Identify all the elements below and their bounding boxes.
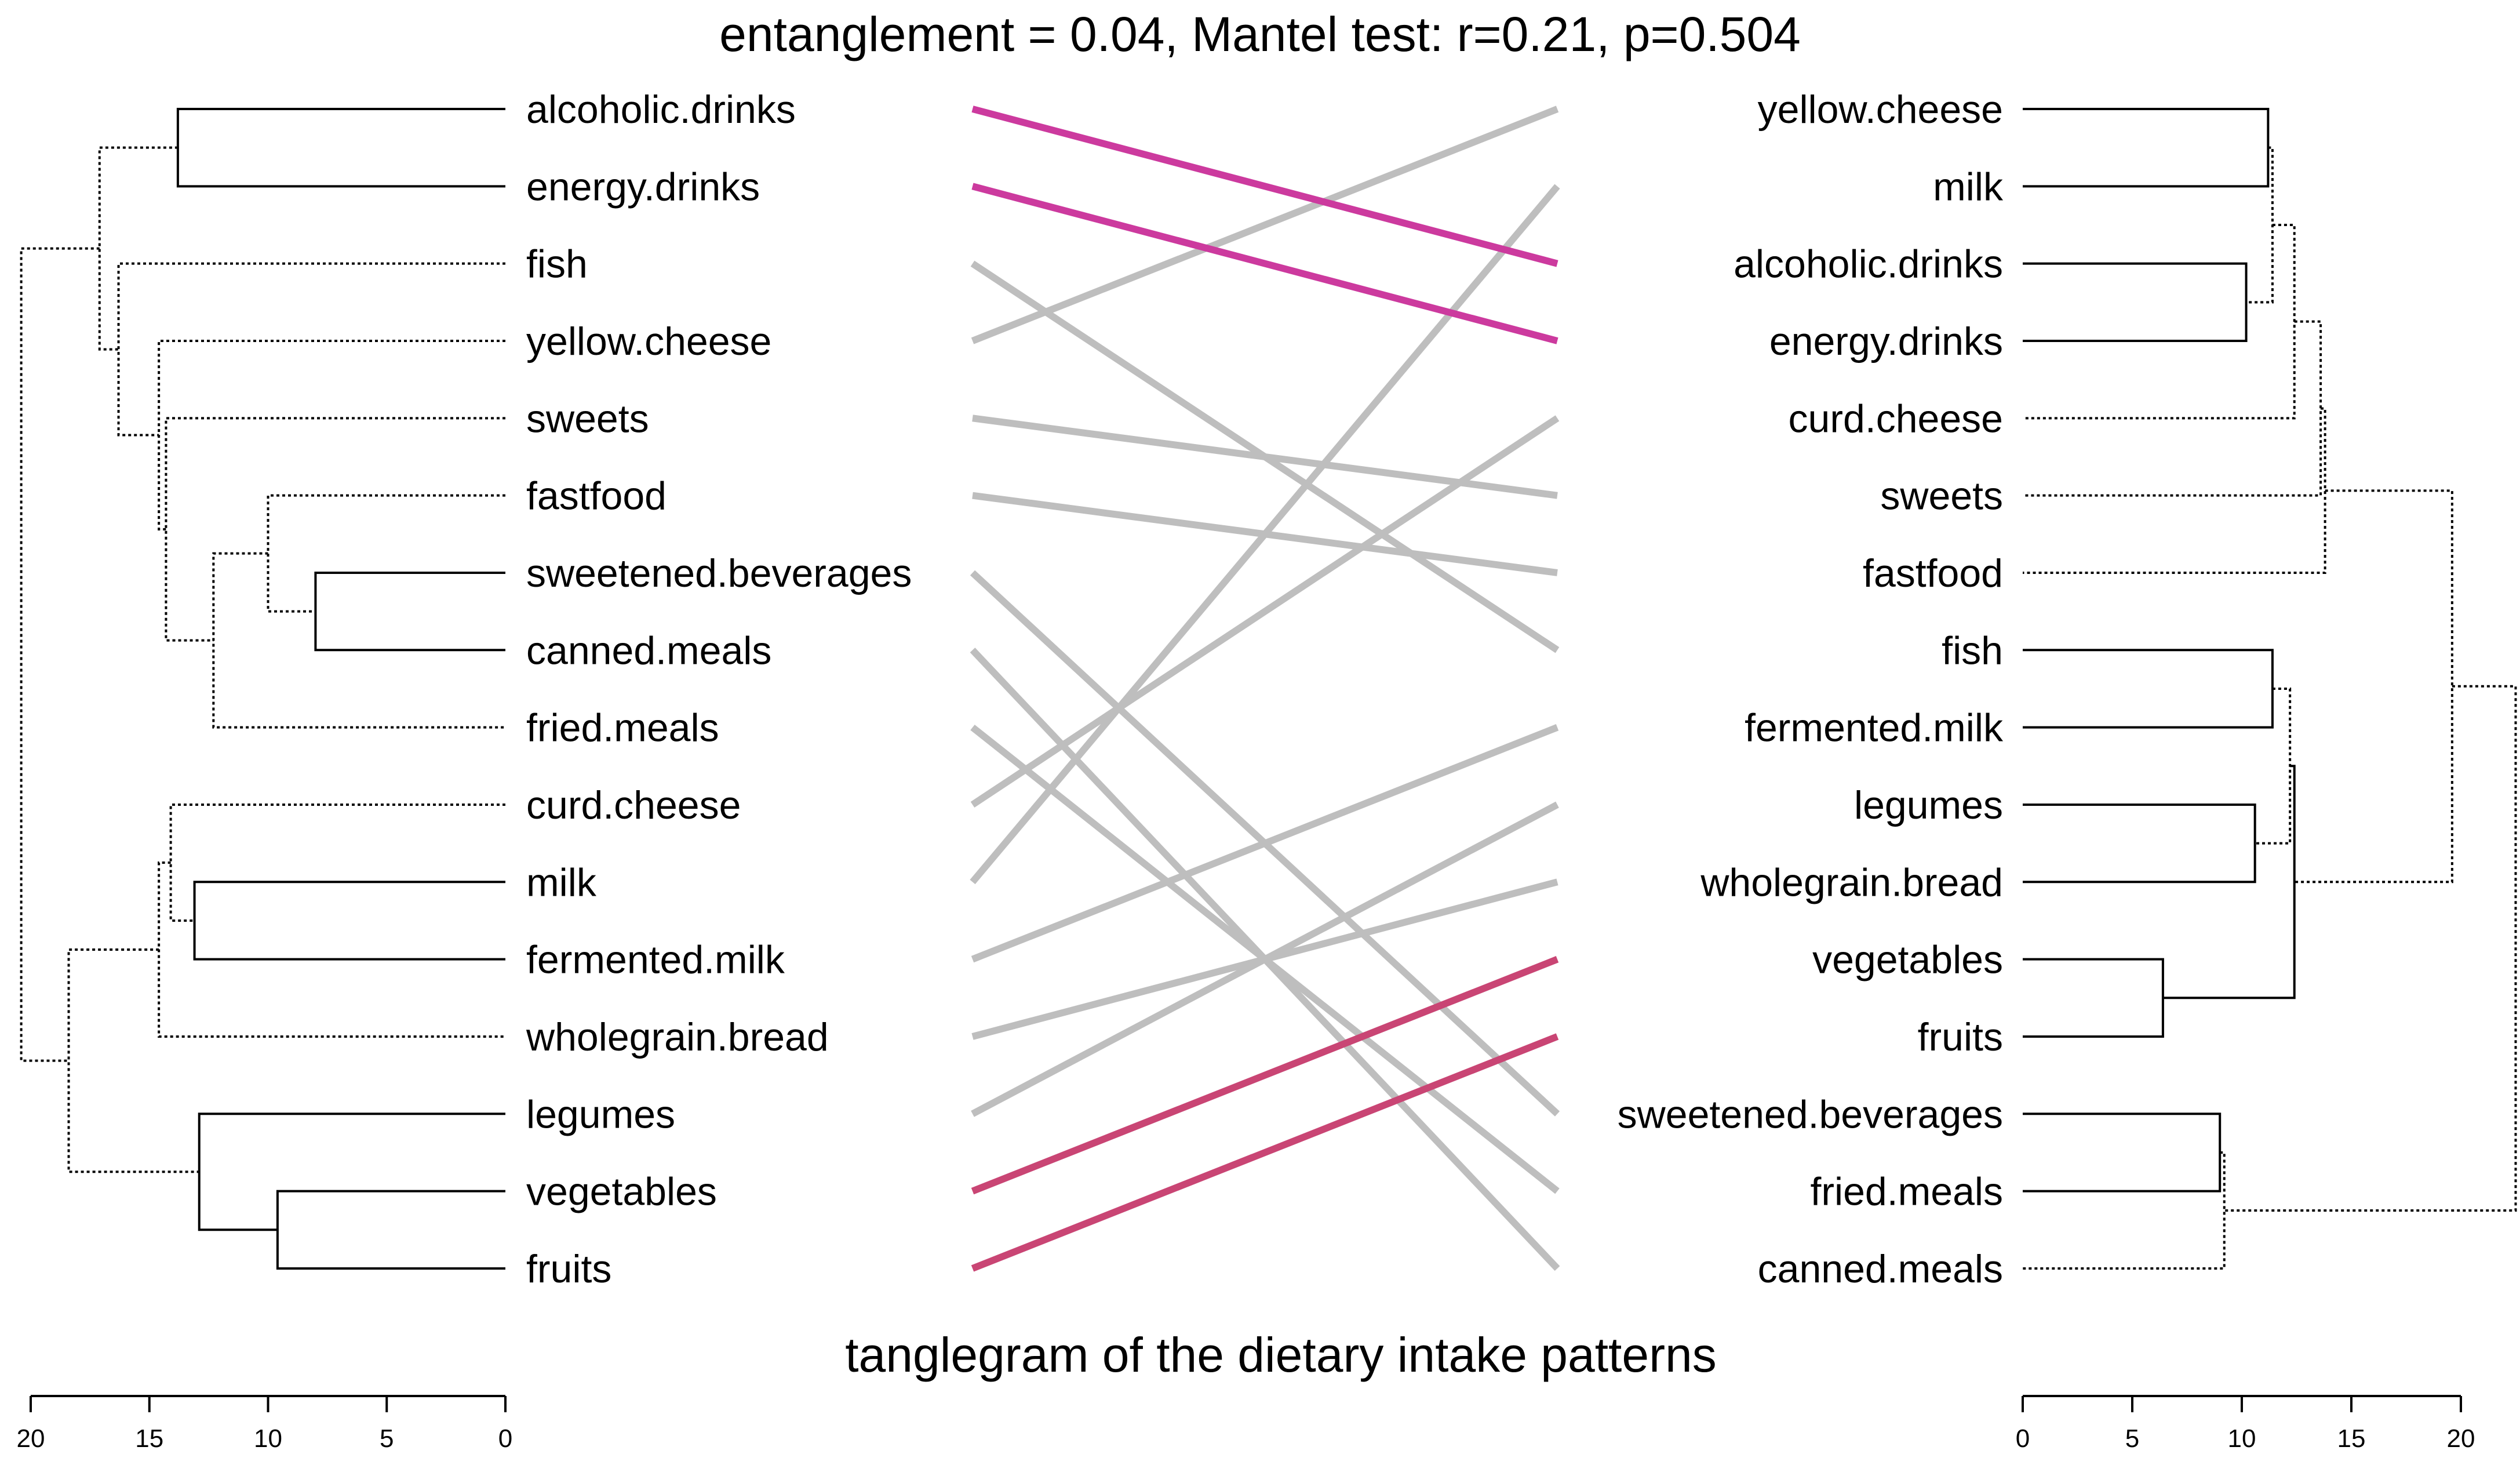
right-leaf-labels: yellow.cheese milk alcoholic.drinks energy.… [1618, 88, 2004, 1291]
left-label-wholegrain-bread: wholegrain.bread [526, 1015, 829, 1059]
right-label-fermented-milk: fermented.milk [1745, 706, 2004, 750]
right-label-fried-meals: fried.meals [1810, 1170, 2003, 1214]
left-label-alcoholic-drinks: alcoholic.drinks [526, 88, 796, 132]
left-leaf-labels: alcoholic.drinks energy.drinks fish yellow.… [526, 88, 912, 1291]
left-label-canned-meals: canned.meals [526, 628, 771, 672]
connection-milk [970, 184, 1560, 885]
right-label-milk: milk [1933, 165, 2004, 209]
left-axis-tick-label-0: 0 [498, 1424, 512, 1453]
connection-curd-cheese [970, 415, 1560, 808]
right-axis-tick-label-20: 20 [2447, 1424, 2475, 1453]
right-label-energy-drinks: energy.drinks [1769, 319, 2003, 363]
right-label-fastfood: fastfood [1863, 551, 2003, 595]
right-axis-tick-label-10: 10 [2228, 1424, 2256, 1453]
connection-fermented-milk [971, 724, 1559, 963]
right-label-fruits: fruits [1918, 1015, 2003, 1059]
right-label-yellow-cheese: yellow.cheese [1758, 88, 2003, 132]
left-merge-13 [67, 948, 199, 1173]
right-axis-tick-label-15: 15 [2337, 1424, 2366, 1453]
connection-fruits [971, 1033, 1559, 1272]
right-label-sweetened-beverages: sweetened.beverages [1618, 1092, 2003, 1136]
left-axis-tick-label-5: 5 [380, 1424, 394, 1453]
left-label-fruits: fruits [526, 1247, 611, 1291]
left-label-yellow-cheese: yellow.cheese [526, 319, 771, 363]
right-label-sweets: sweets [1880, 474, 2003, 518]
connection-yellow-cheese [971, 106, 1559, 344]
left-merge-8 [193, 881, 505, 961]
right-label-wholegrain-bread: wholegrain.bread [1700, 860, 2003, 904]
right-height-axis: 0 5 10 15 20 [2016, 1395, 2475, 1453]
right-label-fish: fish [1942, 628, 2003, 672]
chart-subtitle: tanglegram of the dietary intake pattern… [845, 1328, 1717, 1382]
left-dendrogram [20, 108, 505, 1270]
left-label-sweets: sweets [526, 397, 649, 441]
left-label-fastfood: fastfood [526, 474, 667, 518]
connection-legumes [971, 801, 1559, 1117]
right-dendrogram [2023, 108, 2517, 1270]
left-axis-tick-label-20: 20 [17, 1424, 45, 1453]
left-label-sweetened-beverages: sweetened.beverages [526, 551, 912, 595]
left-merge-4 [165, 417, 505, 642]
right-label-legumes: legumes [1854, 783, 2003, 827]
right-label-alcoholic-drinks: alcoholic.drinks [1734, 242, 2003, 286]
right-merge-10 [2162, 765, 2296, 999]
connection-energy-drinks [971, 183, 1558, 344]
connection-lines [970, 106, 1560, 1272]
left-axis-tick-label-15: 15 [135, 1424, 163, 1453]
left-label-vegetables: vegetables [526, 1170, 717, 1214]
right-label-vegetables: vegetables [1812, 938, 2003, 982]
connection-vegetables [971, 956, 1559, 1195]
right-merge-5 [2023, 407, 2326, 574]
right-label-canned-meals: canned.meals [1758, 1247, 2003, 1291]
connection-alcoholic-drinks [971, 106, 1558, 267]
left-label-fermented-milk: fermented.milk [526, 938, 785, 982]
left-label-legumes: legumes [526, 1092, 675, 1136]
left-axis-tick-label-10: 10 [254, 1424, 282, 1453]
right-merge-4 [2023, 320, 2322, 497]
left-label-curd-cheese: curd.cheese [526, 783, 741, 827]
right-merge-11 [2294, 489, 2453, 884]
right-axis-tick-label-5: 5 [2125, 1424, 2139, 1453]
chart-title: entanglement = 0.04, Mantel test: r=0.21… [719, 7, 1801, 61]
right-merge-7 [2023, 803, 2256, 884]
right-merge-13 [2023, 1151, 2226, 1270]
right-merge-1 [2023, 262, 2248, 342]
left-label-fried-meals: fried.meals [526, 706, 719, 750]
left-merge-6 [117, 262, 505, 437]
left-height-axis: 20 15 10 5 0 [17, 1395, 512, 1453]
right-label-curd-cheese: curd.cheese [1789, 397, 2003, 441]
left-label-milk: milk [526, 860, 597, 904]
left-label-fish: fish [526, 242, 588, 286]
right-merge-14 [2224, 685, 2517, 1212]
left-merge-2 [267, 494, 505, 613]
right-axis-tick-label-0: 0 [2016, 1424, 2030, 1453]
left-label-energy-drinks: energy.drinks [526, 165, 760, 209]
